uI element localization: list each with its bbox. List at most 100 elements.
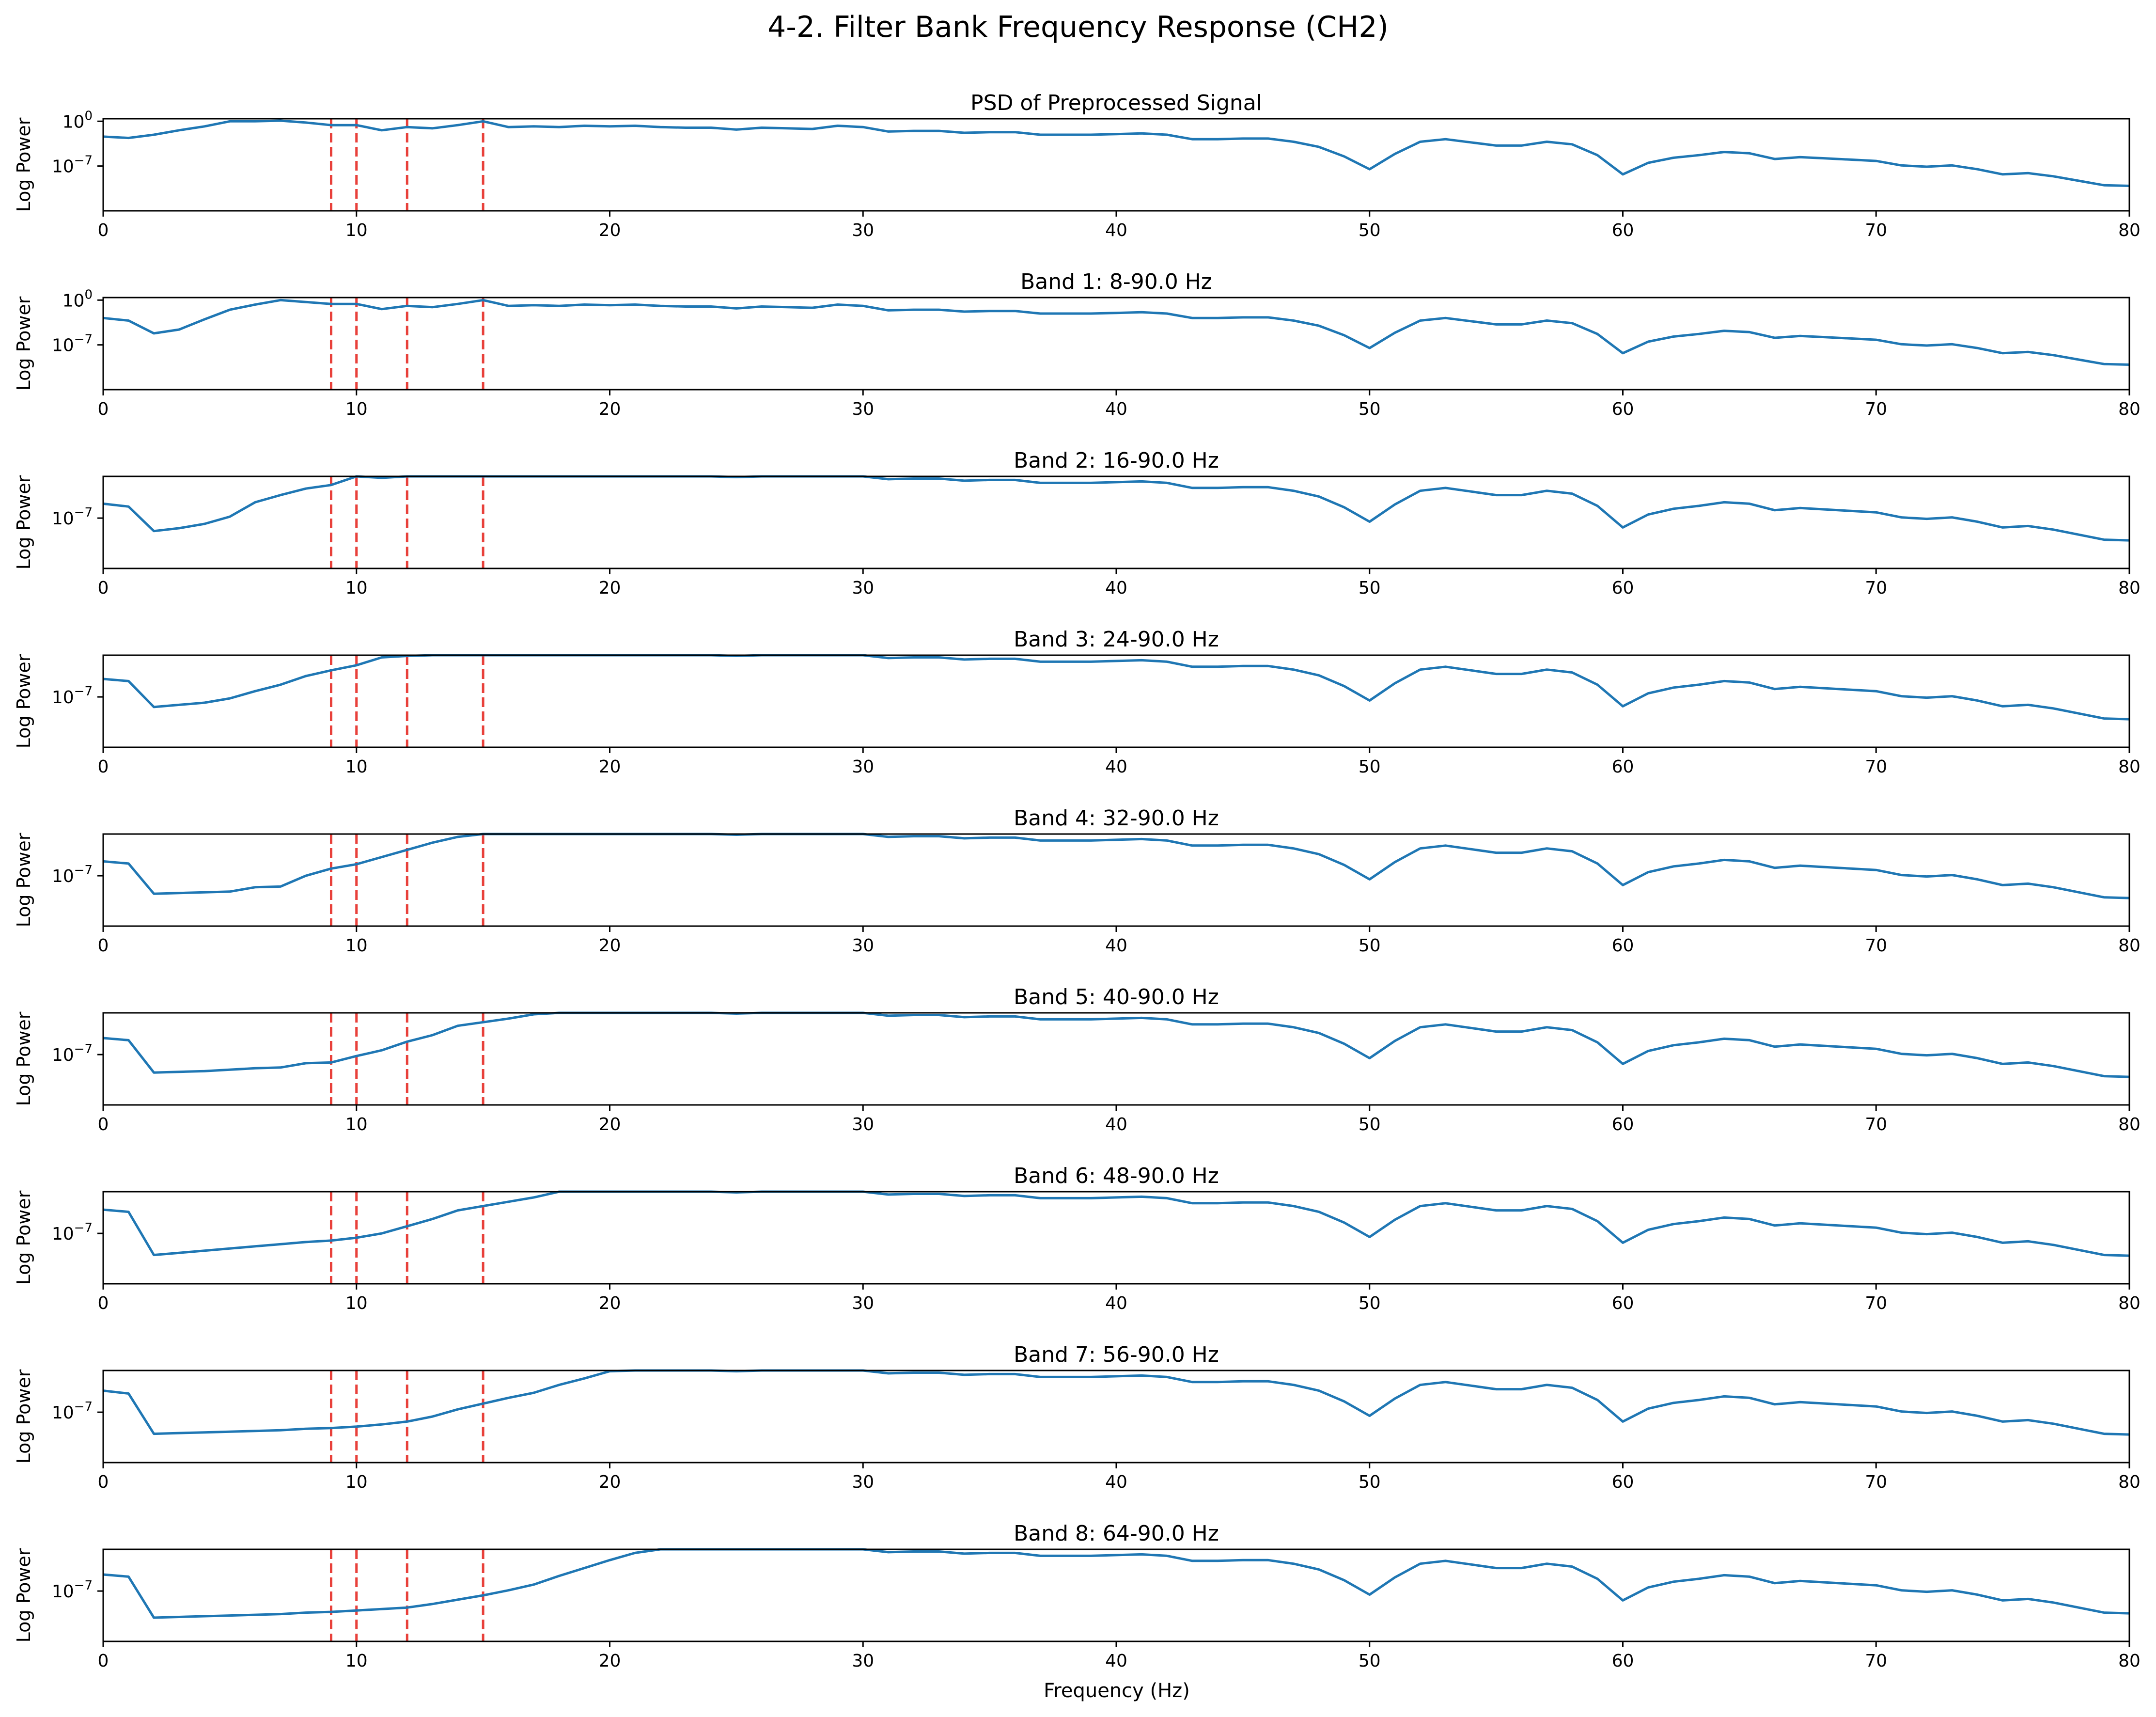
x-tick-label: 50	[1359, 1293, 1381, 1313]
subplot-6: Band 6: 48-90.0 Hz Log Power 0 10 20 30 40 50 60…	[13, 1164, 2140, 1313]
x-tick-label: 20	[599, 1293, 621, 1313]
x-tick-label: 60	[1612, 1472, 1634, 1492]
y-axis-label: Log Power	[13, 475, 34, 569]
x-tick-label: 0	[98, 578, 109, 598]
y-axis-label: Log Power	[13, 117, 34, 212]
y-tick-label: 10−7	[52, 863, 93, 886]
x-tick-label: 80	[2118, 1115, 2140, 1134]
x-tick-label: 20	[599, 399, 621, 419]
x-tick-label: 60	[1612, 1651, 1634, 1671]
x-tick-label: 0	[98, 1293, 109, 1313]
x-tick-label: 40	[1105, 221, 1127, 240]
x-tick-label: 80	[2118, 757, 2140, 777]
y-tick-label: 10−7	[52, 1400, 93, 1423]
x-tick-label: 60	[1612, 399, 1634, 419]
psd-line	[103, 1011, 2130, 1078]
x-tick-label: 20	[599, 578, 621, 598]
subplot-2: Band 2: 16-90.0 Hz Log Power 0 10 20 30 40 50 60…	[13, 448, 2140, 598]
x-tick-label: 10	[345, 936, 368, 956]
x-tick-label: 70	[1865, 1472, 1887, 1492]
x-tick-label: 30	[852, 936, 874, 956]
x-tick-label: 40	[1105, 1651, 1127, 1671]
y-tick-label: 10−7	[52, 1578, 93, 1602]
x-tick-label: 0	[98, 1472, 109, 1492]
x-tick-label: 10	[345, 757, 368, 777]
x-tick-label: 0	[98, 1651, 109, 1671]
x-tick-label: 0	[98, 1115, 109, 1134]
x-tick-label: 50	[1359, 757, 1381, 777]
x-tick-label: 30	[852, 757, 874, 777]
x-tick-label: 40	[1105, 399, 1127, 419]
x-tick-label: 80	[2118, 936, 2140, 956]
x-tick-label: 60	[1612, 1115, 1634, 1134]
psd-line	[103, 299, 2130, 366]
subplot-title: Band 6: 48-90.0 Hz	[1014, 1164, 1219, 1188]
x-tick-label: 80	[2118, 1472, 2140, 1492]
y-axis-label: Log Power	[13, 1369, 34, 1464]
subplot-title: Band 5: 40-90.0 Hz	[1014, 985, 1219, 1009]
y-axis-label: Log Power	[13, 1190, 34, 1285]
x-tick-label: 20	[599, 221, 621, 240]
x-tick-label: 30	[852, 578, 874, 598]
x-tick-label: 10	[345, 221, 368, 240]
x-tick-label: 0	[98, 399, 109, 419]
x-tick-label: 60	[1612, 757, 1634, 777]
x-tick-label: 80	[2118, 221, 2140, 240]
x-tick-label: 30	[852, 1115, 874, 1134]
x-tick-label: 20	[599, 936, 621, 956]
x-tick-label: 70	[1865, 399, 1887, 419]
x-tick-label: 20	[599, 1472, 621, 1492]
x-tick-label: 30	[852, 1293, 874, 1313]
x-tick-label: 60	[1612, 1293, 1634, 1313]
x-tick-label: 40	[1105, 757, 1127, 777]
subplot-5: Band 5: 40-90.0 Hz Log Power 0 10 20 30 40 50 60…	[13, 985, 2140, 1134]
y-tick-label: 10−7	[52, 154, 93, 177]
subplot-title: PSD of Preprocessed Signal	[970, 91, 1262, 115]
y-axis-label: Log Power	[13, 1548, 34, 1642]
x-tick-label: 60	[1612, 936, 1634, 956]
x-tick-label: 30	[852, 1472, 874, 1492]
x-tick-label: 40	[1105, 1115, 1127, 1134]
x-tick-label: 40	[1105, 1472, 1127, 1492]
x-tick-label: 70	[1865, 221, 1887, 240]
subplot-title: Band 1: 8-90.0 Hz	[1020, 269, 1212, 294]
x-tick-label: 10	[345, 399, 368, 419]
x-tick-label: 50	[1359, 1472, 1381, 1492]
subplots: PSD of Preprocessed Signal Log Power 0 10 20…	[13, 91, 2140, 1671]
psd-line	[103, 1369, 2130, 1436]
psd-line	[103, 833, 2130, 899]
x-tick-label: 0	[98, 936, 109, 956]
x-tick-label: 70	[1865, 936, 1887, 956]
subplot-0: PSD of Preprocessed Signal Log Power 0 10 20…	[13, 91, 2140, 240]
y-tick-label: 10−7	[52, 1221, 93, 1244]
subplot-title: Band 2: 16-90.0 Hz	[1014, 448, 1219, 473]
x-tick-label: 10	[345, 1115, 368, 1134]
x-tick-label: 40	[1105, 578, 1127, 598]
x-tick-label: 10	[345, 1293, 368, 1313]
psd-line	[103, 1548, 2130, 1619]
y-tick-label: 10−7	[52, 332, 93, 356]
x-tick-label: 70	[1865, 578, 1887, 598]
x-tick-label: 10	[345, 578, 368, 598]
x-tick-label: 70	[1865, 1293, 1887, 1313]
subplot-8: Band 8: 64-90.0 Hz Log Power 0 10 20 30 40 50 60…	[13, 1521, 2140, 1671]
figure-title: 4-2. Filter Bank Frequency Response (CH2…	[767, 10, 1389, 44]
x-tick-label: 20	[599, 1115, 621, 1134]
subplot-1: Band 1: 8-90.0 Hz Log Power 0 10 20 30 40 50 60 7…	[13, 269, 2140, 419]
y-axis-label: Log Power	[13, 296, 34, 391]
x-tick-label: 80	[2118, 1651, 2140, 1671]
x-tick-label: 20	[599, 1651, 621, 1671]
subplot-title: Band 3: 24-90.0 Hz	[1014, 627, 1219, 652]
psd-line	[103, 1190, 2130, 1257]
y-axis-label: Log Power	[13, 654, 34, 748]
x-tick-label: 70	[1865, 757, 1887, 777]
x-tick-label: 50	[1359, 936, 1381, 956]
y-tick-label: 10−7	[52, 1042, 93, 1065]
y-axis-label: Log Power	[13, 833, 34, 927]
x-tick-label: 60	[1612, 578, 1634, 598]
subplot-title: Band 7: 56-90.0 Hz	[1014, 1342, 1219, 1367]
x-tick-label: 80	[2118, 578, 2140, 598]
psd-line	[103, 119, 2130, 187]
x-tick-label: 10	[345, 1472, 368, 1492]
